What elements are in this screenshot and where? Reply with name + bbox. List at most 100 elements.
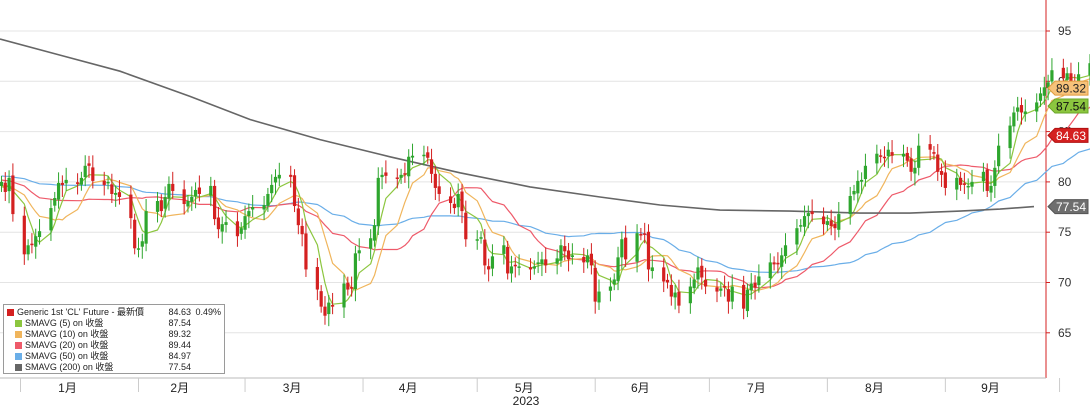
candle-body (768, 262, 772, 279)
candle-body (772, 262, 776, 265)
candle-body (167, 183, 171, 199)
candle-body (190, 196, 194, 202)
candle-body (357, 250, 361, 254)
value-tag-sma5: 87.54 (1047, 98, 1089, 114)
candle-body (460, 191, 464, 212)
candle-body (852, 190, 856, 195)
candle-body (1050, 70, 1054, 82)
candle-body (315, 267, 319, 290)
candle-body (985, 169, 989, 191)
x-axis: 1月 2月 3月 4月 5月 6月 7月 8月 9月 2023 (0, 377, 1061, 408)
candle-body (532, 266, 536, 269)
legend-swatch (15, 364, 22, 371)
value-tag-bg (1047, 98, 1089, 114)
candle-body (742, 284, 746, 309)
legend-value: 87.54 (168, 318, 191, 328)
candle-body (669, 284, 673, 297)
candle-body (783, 245, 788, 257)
candle-body (856, 180, 860, 194)
candle-body (1019, 105, 1024, 113)
y-tick-label: 75 (1058, 225, 1072, 239)
x-month-label: 8月 (865, 381, 884, 395)
candle-body (83, 165, 87, 178)
candle-body (1038, 93, 1043, 101)
candle-body (277, 174, 281, 179)
legend-swatch (15, 342, 22, 349)
candle-body (323, 306, 327, 316)
candle-body (943, 172, 947, 188)
x-month-label: 1月 (58, 381, 77, 395)
legend-value: 89.32 (168, 329, 191, 339)
candle-body (593, 267, 597, 302)
legend-swatch (15, 353, 22, 360)
candle-body (75, 182, 80, 184)
candle-body (802, 216, 807, 227)
candle-body (509, 266, 514, 274)
x-month-label: 2月 (170, 381, 189, 395)
candle-body (989, 185, 993, 193)
legend-value: 89.44 (168, 340, 191, 350)
candle-body (620, 239, 624, 258)
candle-body (346, 282, 350, 290)
candle-body (133, 219, 137, 249)
candle-body (723, 286, 727, 288)
candle-body (540, 259, 544, 264)
candle-body (570, 255, 574, 257)
candle-body (939, 171, 944, 175)
candle-body (555, 258, 559, 264)
legend-row: SMAVG (5) on 收盤 87.54 (7, 318, 221, 329)
legend-row: SMAVG (10) on 收盤 89.32 (7, 329, 221, 340)
candle-body (566, 250, 571, 260)
candle-body (860, 179, 864, 182)
candle-body (197, 187, 201, 194)
candle-body (429, 159, 434, 174)
candle-body (479, 237, 483, 239)
candle-body (730, 286, 734, 302)
candle-body (1065, 73, 1069, 80)
candle-body (384, 172, 388, 176)
candle-body (1012, 112, 1016, 127)
candle-body (665, 279, 670, 283)
y-axis: 65707580859095 (1045, 0, 1072, 378)
candle-body (875, 153, 879, 164)
candle-body (37, 231, 42, 238)
candle-body (821, 216, 826, 225)
candle-body (913, 167, 917, 174)
candle-body (928, 144, 932, 150)
candle-body (350, 287, 354, 289)
candle-body (700, 265, 704, 278)
candle-body (87, 163, 91, 166)
y-tick-label: 80 (1058, 175, 1072, 189)
candle-body (292, 175, 297, 207)
candle-body (129, 194, 133, 219)
y-tick-label: 70 (1058, 276, 1072, 290)
candle-body (589, 253, 593, 266)
candle-body (239, 228, 243, 234)
candle-body (585, 255, 590, 263)
candle-body (209, 185, 213, 196)
legend-row: SMAVG (50) on 收盤 84.97 (7, 351, 221, 362)
legend-label: Generic 1st 'CL' Future - 最新價 (17, 307, 144, 317)
candle-body (106, 181, 110, 184)
candle-body (182, 189, 186, 205)
candle-body (235, 221, 240, 237)
candle-body (1023, 111, 1027, 115)
candle-body (825, 221, 829, 225)
candle-body (506, 246, 510, 274)
x-month-label: 7月 (747, 381, 766, 395)
candle-body (582, 256, 586, 263)
candle-body (34, 236, 38, 247)
candle-body (380, 174, 384, 178)
candle-body (114, 192, 118, 195)
candle-body (30, 243, 34, 246)
candle-body (490, 256, 495, 269)
candle-body (563, 246, 567, 252)
candle-body (1008, 125, 1012, 149)
candle-body (262, 205, 266, 210)
candle-body (79, 177, 83, 185)
candle-body (643, 233, 647, 235)
candle-body (22, 215, 26, 255)
x-month-label: 4月 (399, 381, 418, 395)
candle-body (1061, 67, 1065, 79)
candle-body (692, 279, 696, 289)
